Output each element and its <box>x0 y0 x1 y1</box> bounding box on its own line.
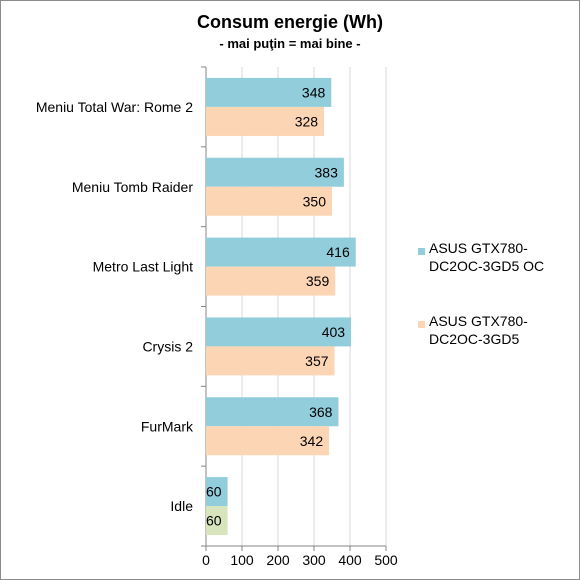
legend-label: ASUS GTX780- <box>429 240 528 256</box>
data-label: 350 <box>303 193 327 209</box>
chart-subtitle: - mai puţin = mai bine - <box>219 36 360 51</box>
data-label: 342 <box>300 433 324 449</box>
plot-area: 0 100 200 300 400 500 348 328 Meniu Total War: R… <box>36 66 398 568</box>
data-label: 348 <box>302 84 326 100</box>
bar <box>206 77 332 107</box>
bar <box>206 426 330 456</box>
legend-label: ASUS GTX780- <box>429 313 528 329</box>
category-label: Idle <box>170 498 193 514</box>
data-label: 403 <box>322 324 346 340</box>
legend-swatch <box>418 321 425 328</box>
data-label: 357 <box>305 353 329 369</box>
bar <box>206 237 356 267</box>
data-label: 328 <box>295 113 319 129</box>
bar <box>206 157 344 187</box>
bar <box>206 506 228 536</box>
bar <box>206 346 335 376</box>
data-label: 60 <box>206 484 222 500</box>
x-tick-label: 300 <box>302 552 326 568</box>
legend: ASUS GTX780- DC2OC-3GD5 OC ASUS GTX780- DC2… <box>418 240 544 347</box>
data-label: 359 <box>306 273 330 289</box>
x-tick-label: 0 <box>202 552 210 568</box>
category-label: FurMark <box>141 418 194 434</box>
data-label: 383 <box>315 164 339 180</box>
x-tick-label: 200 <box>266 552 290 568</box>
data-label: 368 <box>309 404 333 420</box>
category-label: Metro Last Light <box>93 259 193 275</box>
x-tick-label: 100 <box>230 552 254 568</box>
bar <box>206 477 228 507</box>
x-tick-label: 500 <box>374 552 398 568</box>
bar <box>206 106 325 136</box>
bar <box>206 317 352 347</box>
bar <box>206 266 336 296</box>
legend-label: DC2OC-3GD5 OC <box>429 258 544 274</box>
legend-label: DC2OC-3GD5 <box>429 331 519 347</box>
bar <box>206 397 339 427</box>
category-label: Meniu Total War: Rome 2 <box>36 99 193 115</box>
category-label: Crysis 2 <box>142 338 193 354</box>
chart-title: Consum energie (Wh) <box>197 12 383 32</box>
bar <box>206 186 332 216</box>
category-label: Meniu Tomb Raider <box>72 179 193 195</box>
legend-swatch <box>418 248 425 255</box>
data-label: 60 <box>206 513 222 529</box>
data-label: 416 <box>326 244 350 260</box>
x-tick-label: 400 <box>338 552 362 568</box>
